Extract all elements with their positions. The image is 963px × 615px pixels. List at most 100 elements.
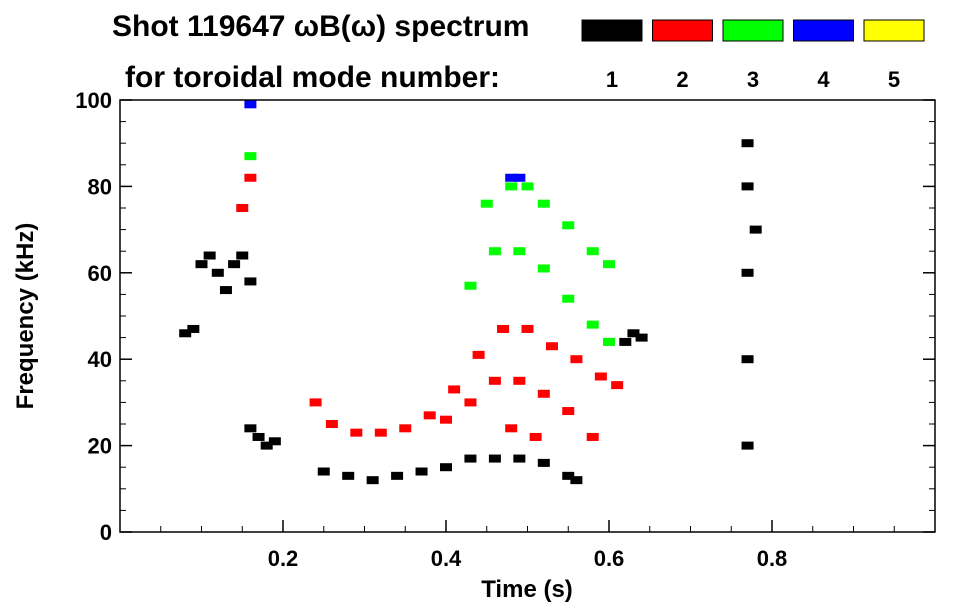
data-point-2-13: [570, 355, 583, 364]
y-tick-label-40: 40: [88, 347, 112, 372]
data-point-1-21: [513, 454, 526, 463]
chart-title-line1: Shot 119647 ωB(ω) spectrum: [112, 10, 529, 43]
data-point-1-25: [619, 337, 632, 346]
plot-frame: [119, 99, 936, 533]
data-point-2-8: [448, 385, 461, 394]
data-point-2-7: [423, 411, 436, 420]
x-axis: 0.2 0.4 0.6 0.8: [160, 520, 895, 571]
data-point-1-7: [236, 251, 249, 260]
data-point-3-8: [480, 199, 493, 208]
legend: 1 2 3 4 5: [581, 19, 925, 92]
data-point-1-12: [268, 437, 281, 446]
data-point-3-3: [513, 247, 526, 256]
data-point-1-24: [570, 476, 583, 485]
data-point-2-17: [464, 398, 477, 407]
data-point-1-18: [440, 463, 452, 472]
data-point-3-14: [603, 260, 615, 269]
data-point-1-23: [562, 471, 575, 480]
legend-label-2: 2: [676, 67, 688, 92]
data-point-3-13: [586, 247, 599, 256]
data-point-1-11: [260, 441, 273, 450]
data-point-2-23: [505, 424, 518, 433]
data-point-1-29: [741, 182, 754, 191]
data-point-2-18: [488, 376, 501, 385]
data-point-1-31: [741, 355, 754, 364]
data-point-3-4: [537, 264, 550, 273]
data-point-1-9: [244, 424, 257, 433]
data-point-2-6: [399, 424, 412, 433]
data-point-1-20: [488, 454, 501, 463]
data-point-1-17: [415, 467, 428, 476]
legend-swatch-1: [581, 19, 643, 42]
data-point-2-11: [521, 324, 534, 333]
y-tick-label-80: 80: [88, 174, 112, 199]
data-point-3-10: [521, 182, 534, 191]
data-point-1-10: [252, 432, 265, 441]
data-point-3-0: [244, 152, 257, 161]
data-point-1-6: [228, 260, 241, 269]
y-tick-label-20: 20: [88, 434, 112, 459]
data-point-1-16: [391, 471, 404, 480]
data-point-2-3: [325, 420, 338, 428]
y-tick-label-60: 60: [88, 261, 112, 286]
data-point-2-19: [513, 376, 526, 385]
data-point-4-0: [244, 100, 257, 109]
y-tick-label-0: 0: [100, 520, 112, 545]
data-point-3-11: [537, 199, 550, 208]
data-point-2-15: [611, 381, 624, 390]
data-point-2-4: [350, 428, 363, 437]
data-point-1-8: [244, 277, 257, 286]
legend-swatch-3: [722, 19, 784, 42]
legend-swatch-5: [863, 19, 925, 42]
y-axis-label: Frequency (kHz): [12, 223, 39, 410]
x-axis-label: Time (s): [481, 576, 573, 603]
data-point-2-0: [236, 204, 249, 212]
x-tick-label-1: 0.4: [431, 546, 462, 571]
data-point-1-28: [741, 139, 754, 148]
data-point-1-4: [211, 268, 224, 277]
legend-label-3: 3: [747, 67, 759, 92]
data-point-3-9: [505, 182, 518, 191]
data-point-2-9: [472, 350, 485, 359]
data-point-4-2: [513, 173, 526, 182]
data-point-1-32: [741, 441, 754, 450]
data-point-1-22: [537, 458, 550, 467]
data-point-2-10: [497, 324, 510, 333]
data-point-1-2: [195, 260, 208, 269]
data-point-3-6: [586, 320, 599, 329]
data-point-1-13: [317, 467, 330, 476]
data-point-1-5: [219, 286, 232, 295]
data-point-3-1: [464, 281, 477, 290]
data-point-1-27: [635, 333, 648, 342]
x-tick-label-2: 0.6: [594, 546, 625, 571]
data-point-3-12: [562, 221, 575, 230]
data-point-2-20: [537, 389, 550, 398]
legend-swatch-4: [793, 19, 854, 42]
y-tick-label-100: 100: [75, 88, 112, 113]
data-point-2-1: [244, 173, 257, 182]
legend-swatch-2: [652, 19, 713, 42]
data-point-2-24: [529, 432, 542, 441]
x-tick-label-0: 0.2: [268, 546, 299, 571]
data-point-2-2: [309, 398, 322, 407]
data-point-3-2: [488, 247, 501, 256]
data-point-2-16: [440, 415, 452, 424]
legend-label-4: 4: [817, 67, 830, 92]
data-point-2-21: [562, 407, 575, 416]
data-point-3-7: [603, 337, 615, 346]
data-point-1-3: [203, 251, 216, 260]
data-point-2-12: [545, 342, 558, 351]
data-point-2-5: [374, 428, 387, 437]
data-point-1-14: [342, 471, 355, 480]
plot-marks: [179, 100, 762, 485]
data-point-1-19: [464, 454, 477, 463]
data-point-3-5: [562, 294, 575, 303]
legend-label-1: 1: [606, 67, 618, 92]
data-point-1-0: [179, 329, 192, 338]
data-point-2-14: [594, 372, 607, 381]
y-axis: 0 20 40 60 80 100: [75, 88, 935, 545]
data-point-2-22: [586, 432, 599, 441]
data-point-1-26: [627, 329, 640, 338]
data-point-1-1: [187, 324, 200, 333]
